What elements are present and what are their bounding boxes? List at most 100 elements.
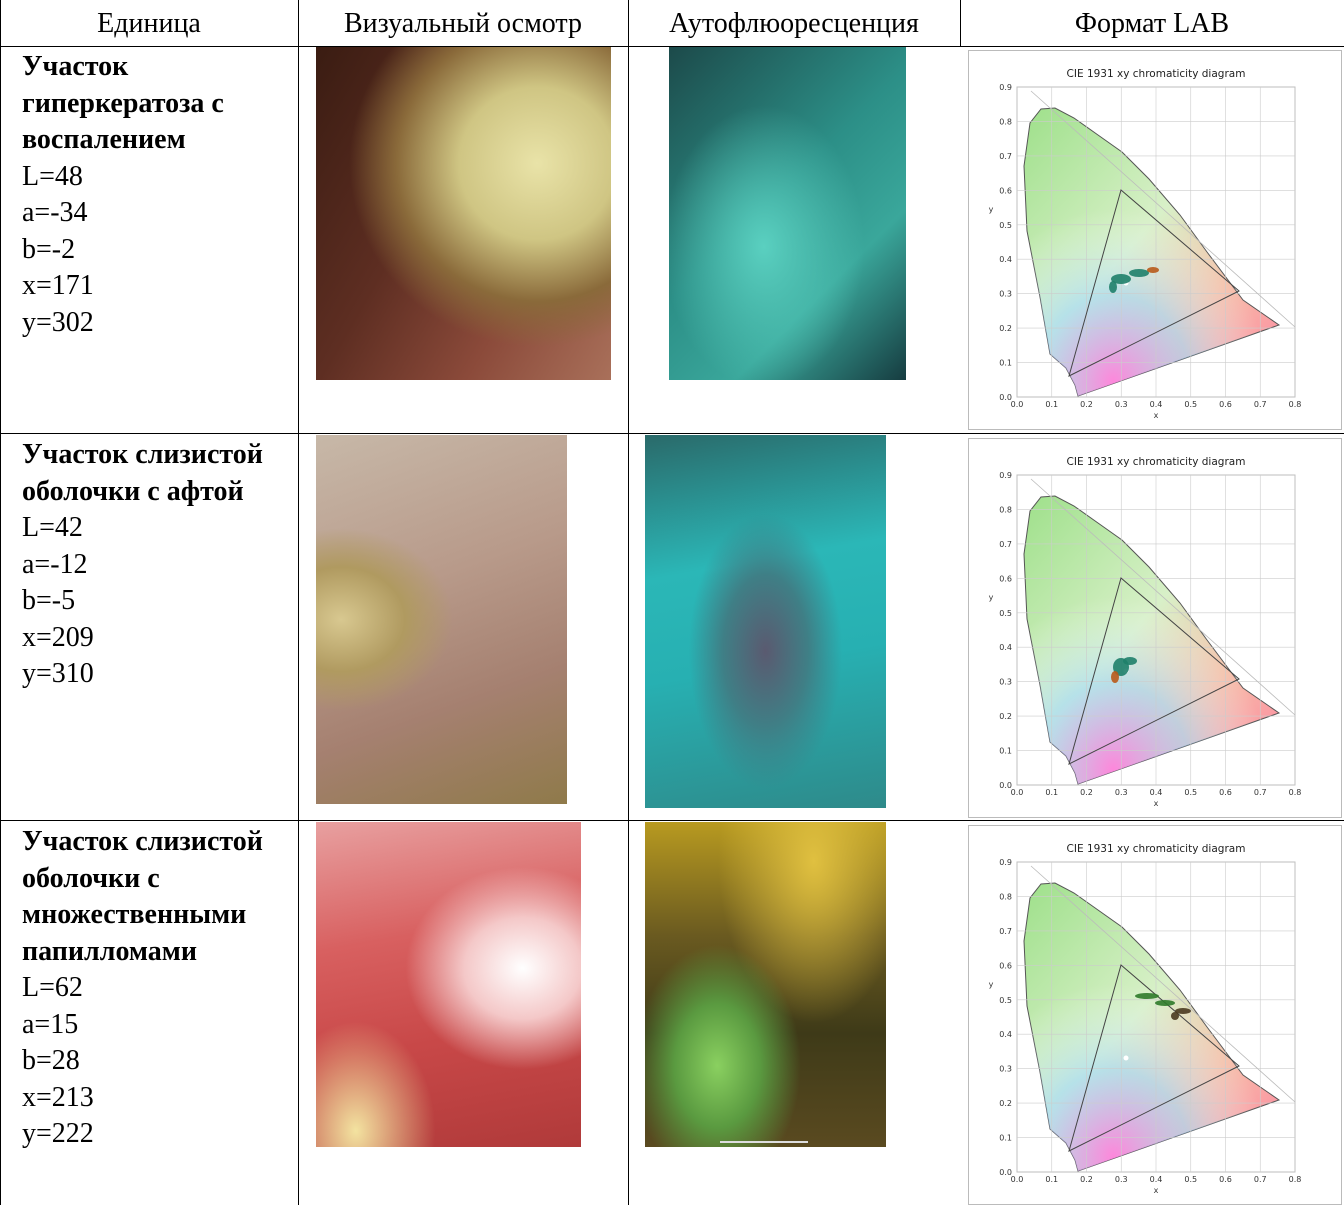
diagram-title: CIE 1931 xy chromaticity diagram bbox=[1067, 456, 1246, 468]
y-tick-label: 0.3 bbox=[999, 678, 1012, 687]
page: {"header": ["Единица", "Визуальный осмот… bbox=[0, 0, 1344, 1205]
x-tick-label: 0.4 bbox=[1150, 400, 1163, 409]
y-tick-label: 0.8 bbox=[999, 117, 1012, 126]
white-point bbox=[1124, 1056, 1129, 1061]
x-tick-label: 0.2 bbox=[1080, 788, 1093, 797]
y-tick-label: 0.7 bbox=[999, 540, 1012, 549]
x-tick-label: 0.8 bbox=[1289, 788, 1302, 797]
x-tick-label: 0.8 bbox=[1289, 1175, 1302, 1184]
x-tick-label: 0.5 bbox=[1184, 1175, 1197, 1184]
diagram-title: CIE 1931 xy chromaticity diagram bbox=[1067, 843, 1246, 855]
y-tick-label: 0.7 bbox=[999, 927, 1012, 936]
x-tick-label: 0.5 bbox=[1184, 400, 1197, 409]
diagram-title: CIE 1931 xy chromaticity diagram bbox=[1067, 68, 1246, 80]
y-tick-label: 0.2 bbox=[999, 1099, 1012, 1108]
y-tick-label: 0.2 bbox=[999, 324, 1012, 333]
y-tick-label: 0.0 bbox=[999, 1168, 1012, 1177]
x-tick-label: 0.6 bbox=[1219, 1175, 1232, 1184]
y-axis-label: y bbox=[989, 593, 994, 602]
row-value: a=-12 bbox=[22, 547, 298, 584]
x-tick-label: 0.3 bbox=[1115, 400, 1128, 409]
row-title: Участок слизистой оболочки с афтой bbox=[22, 437, 298, 510]
y-tick-label: 0.1 bbox=[999, 747, 1012, 756]
y-tick-label: 0.0 bbox=[999, 393, 1012, 402]
photo-autofluorescence bbox=[645, 822, 886, 1147]
pixel-cluster bbox=[1135, 993, 1159, 999]
y-tick-label: 0.1 bbox=[999, 359, 1012, 368]
x-axis-label: x bbox=[1154, 1186, 1159, 1195]
header-cell: Формат LAB bbox=[960, 0, 1344, 47]
x-axis-label: x bbox=[1154, 411, 1159, 420]
pixel-cluster bbox=[1123, 657, 1137, 665]
x-tick-label: 0.7 bbox=[1254, 788, 1267, 797]
border bbox=[298, 0, 299, 1205]
x-tick-label: 0.2 bbox=[1080, 1175, 1093, 1184]
y-tick-label: 0.5 bbox=[999, 609, 1012, 618]
x-tick-label: 0.8 bbox=[1289, 400, 1302, 409]
photo-visual bbox=[316, 822, 581, 1147]
y-axis-label: y bbox=[989, 980, 994, 989]
photo-visual bbox=[316, 47, 611, 380]
pixel-cluster bbox=[1171, 1012, 1179, 1020]
y-tick-label: 0.6 bbox=[999, 961, 1012, 970]
scrollbar bbox=[720, 1141, 808, 1143]
photo-visual bbox=[316, 435, 567, 804]
x-tick-label: 0.6 bbox=[1219, 788, 1232, 797]
row-value: x=171 bbox=[22, 268, 298, 305]
border bbox=[0, 433, 1344, 434]
row-value: b=-5 bbox=[22, 583, 298, 620]
photo-autofluorescence bbox=[645, 435, 886, 808]
x-tick-label: 0.1 bbox=[1045, 1175, 1058, 1184]
x-tick-label: 0.3 bbox=[1115, 788, 1128, 797]
y-tick-label: 0.3 bbox=[999, 290, 1012, 299]
y-axis-label: y bbox=[989, 205, 994, 214]
y-tick-label: 0.9 bbox=[999, 83, 1012, 92]
row-value: L=62 bbox=[22, 970, 298, 1007]
row-value: b=28 bbox=[22, 1043, 298, 1080]
pixel-cluster bbox=[1155, 1000, 1175, 1006]
chromaticity-diagram: 0.0 0.1 0.2 0.3 0.4 0.5 0.6 0.7 0.8 0.0 0.1 0.2 0.3 0… bbox=[968, 825, 1342, 1205]
x-tick-label: 0.4 bbox=[1150, 788, 1163, 797]
y-tick-label: 0.5 bbox=[999, 221, 1012, 230]
pixel-cluster bbox=[1111, 671, 1119, 683]
x-tick-label: 0.4 bbox=[1150, 1175, 1163, 1184]
y-tick-label: 0.9 bbox=[999, 471, 1012, 480]
header-cell: Единица bbox=[0, 0, 298, 47]
row-value: a=-34 bbox=[22, 195, 298, 232]
photo-autofluorescence bbox=[669, 47, 906, 380]
y-tick-label: 0.1 bbox=[999, 1134, 1012, 1143]
y-tick-label: 0.8 bbox=[999, 892, 1012, 901]
row-text: Участок гиперкератоза с воспалениемL=48a… bbox=[0, 47, 298, 341]
row-title: Участок слизистой оболочки с множественн… bbox=[22, 824, 298, 970]
border bbox=[0, 820, 1344, 821]
y-tick-label: 0.3 bbox=[999, 1065, 1012, 1074]
y-tick-label: 0.8 bbox=[999, 505, 1012, 514]
body: Единица Визуальный осмотр Аутофлюоресцен… bbox=[0, 0, 1344, 1205]
row-value: L=42 bbox=[22, 510, 298, 547]
header-cell: Визуальный осмотр bbox=[298, 0, 628, 47]
y-tick-label: 0.4 bbox=[999, 1030, 1012, 1039]
chromaticity-diagram: 0.00.10.20.30.40.50.60.70.80.00.10.20.30… bbox=[968, 50, 1342, 430]
pixel-cluster bbox=[1109, 281, 1117, 293]
row-text: Участок слизистой оболочки с множественн… bbox=[0, 822, 298, 1153]
x-tick-label: 0.0 bbox=[1011, 1175, 1024, 1184]
border bbox=[628, 0, 629, 1205]
x-axis-label: x bbox=[1154, 799, 1159, 808]
y-tick-label: 0.5 bbox=[999, 996, 1012, 1005]
x-tick-label: 0.2 bbox=[1080, 400, 1093, 409]
y-tick-label: 0.7 bbox=[999, 152, 1012, 161]
y-tick-label: 0.0 bbox=[999, 781, 1012, 790]
row-value: a=15 bbox=[22, 1007, 298, 1044]
row-value: x=213 bbox=[22, 1080, 298, 1117]
x-tick-label: 0.1 bbox=[1045, 400, 1058, 409]
row-value: x=209 bbox=[22, 620, 298, 657]
x-tick-label: 0.5 bbox=[1184, 788, 1197, 797]
border bbox=[960, 0, 961, 47]
x-tick-label: 0.3 bbox=[1115, 1175, 1128, 1184]
x-tick-label: 0.0 bbox=[1011, 788, 1024, 797]
y-tick-label: 0.6 bbox=[999, 574, 1012, 583]
y-tick-label: 0.9 bbox=[999, 858, 1012, 867]
document: Единица Визуальный осмотр Аутофлюоресцен… bbox=[0, 0, 1344, 1205]
